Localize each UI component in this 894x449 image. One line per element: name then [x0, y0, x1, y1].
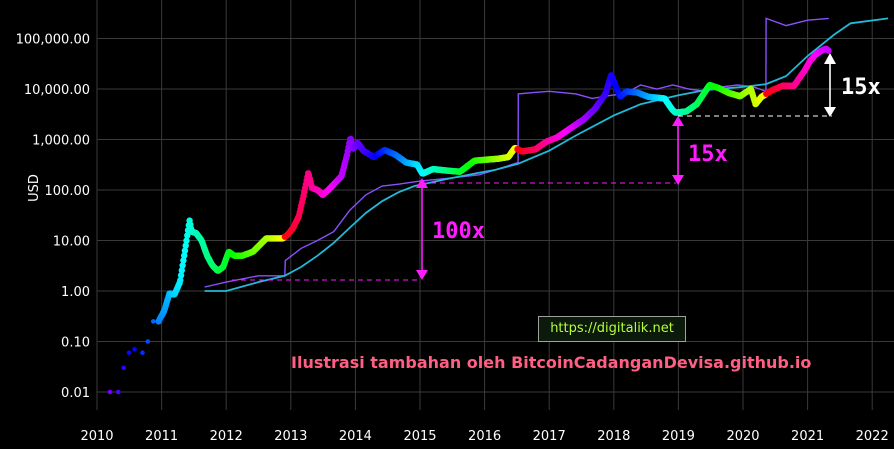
- price-dot: [115, 389, 121, 395]
- x-tick-label: 2011: [145, 429, 178, 444]
- x-tick-label: 2014: [339, 429, 372, 444]
- arrow-head-down: [416, 270, 428, 280]
- annotation-15x-white: 15x: [841, 75, 881, 100]
- price-dot: [177, 277, 184, 284]
- price-dot: [181, 247, 189, 254]
- y-tick-label: 10,000.00: [24, 83, 90, 98]
- x-tick-label: 2021: [791, 429, 824, 444]
- y-tick-label: 0.10: [61, 336, 90, 351]
- x-tick-label: 2015: [403, 429, 436, 444]
- arrow-head-down: [672, 175, 684, 185]
- credit-caption: Ilustrasi tambahan oleh BitcoinCadanganD…: [291, 353, 812, 372]
- price-dot: [180, 257, 187, 264]
- price-dot: [107, 389, 113, 395]
- x-tick-label: 2018: [597, 429, 630, 444]
- price-dot: [184, 232, 191, 239]
- price-dot: [183, 237, 190, 244]
- price-dot: [182, 242, 189, 249]
- x-tick-label: 2010: [80, 429, 113, 444]
- cyan-series-line: [204, 17, 889, 292]
- price-dot: [150, 319, 156, 324]
- y-axis-label: USD: [27, 174, 42, 202]
- price-dot: [179, 262, 186, 269]
- price-dot: [177, 272, 185, 279]
- x-tick-label: 2016: [468, 429, 501, 444]
- annotation-100x: 100x: [432, 219, 485, 244]
- arrow-head-up: [824, 53, 836, 64]
- price-dot: [178, 267, 185, 274]
- purple-series-line: [204, 17, 829, 288]
- price-dot: [825, 47, 832, 54]
- y-tick-label: 100,000.00: [16, 33, 90, 48]
- price-dot: [181, 252, 188, 259]
- x-tick-label: 2013: [274, 429, 307, 444]
- arrow-head-down: [824, 107, 836, 117]
- x-tick-label: 2017: [533, 429, 566, 444]
- y-tick-label: 0.01: [61, 386, 90, 401]
- y-tick-label: 100.00: [45, 184, 91, 199]
- website-label: https://digitalik.net: [538, 316, 686, 342]
- arrow-head-up: [672, 116, 684, 126]
- y-tick-label: 1,000.00: [32, 134, 90, 149]
- x-tick-label: 2012: [210, 429, 243, 444]
- y-tick-label: 1.00: [61, 285, 90, 300]
- annotation-15x-pink: 15x: [688, 142, 728, 167]
- y-tick-label: 10.00: [53, 235, 90, 250]
- x-tick-label: 2019: [662, 429, 695, 444]
- x-tick-label: 2022: [856, 429, 889, 444]
- price-dot: [145, 339, 151, 344]
- price-dot: [132, 347, 137, 352]
- price-dot: [126, 350, 132, 356]
- x-tick-label: 2020: [726, 429, 759, 444]
- price-dot: [121, 365, 127, 371]
- price-dot: [140, 350, 145, 356]
